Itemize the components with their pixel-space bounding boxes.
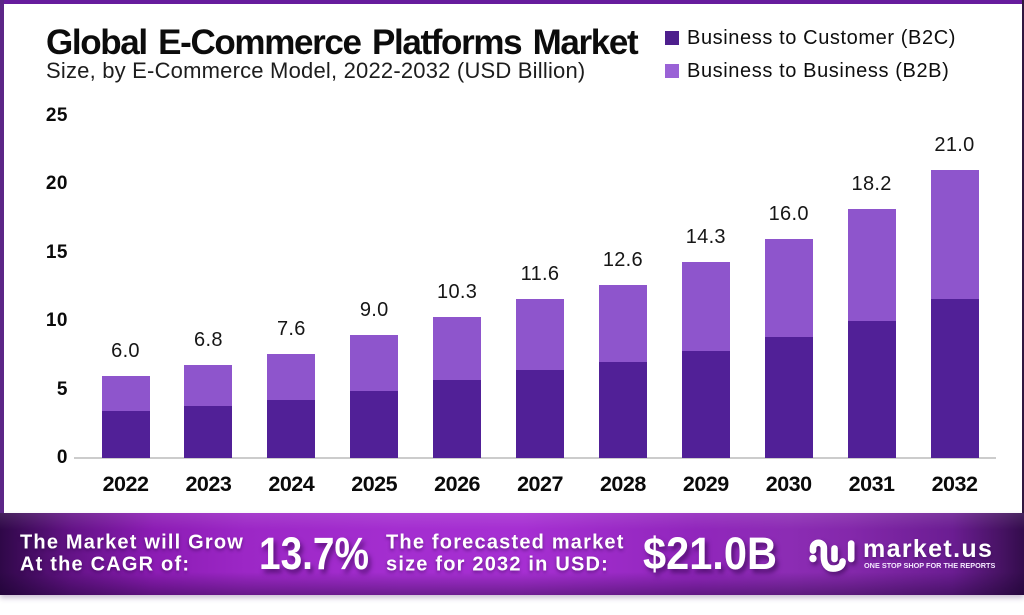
- bar-total-label-2032: 21.0: [934, 134, 975, 157]
- x-axis-label-2022: 2022: [102, 471, 149, 496]
- logo-tagline: ONE STOP SHOP FOR THE REPORTS: [864, 561, 996, 570]
- cagr-value: 13.7%: [259, 528, 369, 579]
- bar-b2c-2024: [267, 400, 316, 458]
- legend-label-b2c: Business to Customer (B2C): [687, 26, 957, 49]
- legend: Business to Customer (B2C) Business to B…: [665, 26, 957, 94]
- y-axis-tick-label: 0: [56, 447, 68, 468]
- bar-b2b-2031: [847, 208, 896, 321]
- x-axis-label-2025: 2025: [351, 471, 398, 496]
- x-axis-label-2028: 2028: [599, 471, 646, 496]
- cagr-caption-line2: At the CAGR of:: [20, 553, 191, 575]
- bar-total-label-2029: 14.3: [685, 226, 726, 249]
- bar-total-label-2030: 16.0: [768, 202, 809, 225]
- marketus-logo-icon: [809, 539, 855, 572]
- bar-b2b-2026: [433, 316, 482, 380]
- forecast-caption: The forecasted market size for 2032 in U…: [386, 531, 625, 576]
- y-axis-tick-label: 10: [45, 310, 68, 331]
- bar-b2c-2022: [101, 411, 150, 458]
- bar-total-label-2024: 7.6: [276, 317, 306, 340]
- bar-b2c-2027: [516, 370, 564, 458]
- bar-b2b-2027: [516, 299, 564, 371]
- bar-b2b-2029: [681, 262, 730, 352]
- forecast-caption-line1: The forecasted market: [386, 531, 625, 554]
- bar-b2b-2025: [350, 334, 399, 391]
- bar-b2c-2028: [598, 362, 647, 458]
- bar-total-label-2023: 6.8: [194, 328, 223, 351]
- bar-total-label-2025: 9.0: [359, 298, 389, 321]
- legend-swatch-b2b: [665, 64, 679, 78]
- bar-b2b-2030: [764, 238, 813, 338]
- legend-label-b2b: Business to Business (B2B): [687, 59, 950, 82]
- bar-total-label-2026: 10.3: [437, 280, 478, 303]
- bar-b2c-2026: [433, 379, 482, 458]
- bar-total-label-2027: 11.6: [520, 263, 560, 286]
- y-axis-tick-label: 5: [56, 378, 68, 400]
- forecast-value: $21.0B: [643, 528, 777, 579]
- frame-border-top: [0, 0, 1024, 4]
- legend-swatch-b2c: [665, 31, 679, 45]
- bar-b2c-2031: [847, 321, 896, 458]
- bar-b2b-2022: [101, 375, 150, 412]
- bar-b2c-2032: [930, 299, 979, 458]
- forecast-caption-line2: size for 2032 in USD:: [386, 553, 610, 575]
- chart-subtitle: Size, by E-Commerce Model, 2022-2032 (US…: [46, 58, 586, 83]
- y-axis-tick-label: 15: [45, 241, 68, 263]
- legend-item-b2b: Business to Business (B2B): [665, 59, 956, 82]
- bar-total-label-2022: 6.0: [111, 339, 140, 362]
- bar-b2b-2024: [267, 353, 316, 401]
- x-axis-label-2031: 2031: [848, 471, 895, 496]
- bar-b2c-2030: [764, 337, 813, 458]
- legend-item-b2c: Business to Customer (B2C): [665, 26, 957, 49]
- chart-title: Global E-Commerce Platforms Market: [46, 23, 639, 62]
- x-axis-label-2026: 2026: [434, 471, 481, 496]
- cagr-caption-line1: The Market will Grow: [20, 531, 245, 554]
- x-axis-label-2030: 2030: [765, 471, 812, 496]
- marketus-logo: market.us ONE STOP SHOP FOR THE REPORTS: [805, 534, 1015, 577]
- cagr-caption: The Market will Grow At the CAGR of:: [20, 531, 245, 576]
- x-axis-label-2029: 2029: [682, 471, 729, 496]
- bar-b2b-2028: [598, 285, 647, 363]
- frame-border-right: [1022, 0, 1024, 513]
- y-axis-tick-label: 25: [45, 104, 68, 126]
- bar-b2b-2023: [184, 364, 233, 406]
- logo-name: market.us: [863, 534, 994, 563]
- y-axis-tick-label: 20: [45, 173, 68, 194]
- x-axis-label-2023: 2023: [185, 471, 232, 496]
- bar-total-label-2031: 18.2: [851, 172, 892, 195]
- x-axis-label-2027: 2027: [517, 471, 563, 496]
- bar-b2c-2025: [350, 390, 399, 458]
- bar-total-label-2028: 12.6: [602, 249, 643, 272]
- x-axis-label-2024: 2024: [268, 471, 315, 496]
- bar-b2c-2023: [184, 405, 233, 458]
- bar-b2b-2032: [930, 170, 979, 300]
- frame-border-left: [0, 0, 4, 513]
- footer-banner: The Market will Grow At the CAGR of: 13.…: [0, 513, 1024, 595]
- x-axis-label-2032: 2032: [931, 471, 978, 496]
- bar-b2c-2029: [681, 351, 730, 458]
